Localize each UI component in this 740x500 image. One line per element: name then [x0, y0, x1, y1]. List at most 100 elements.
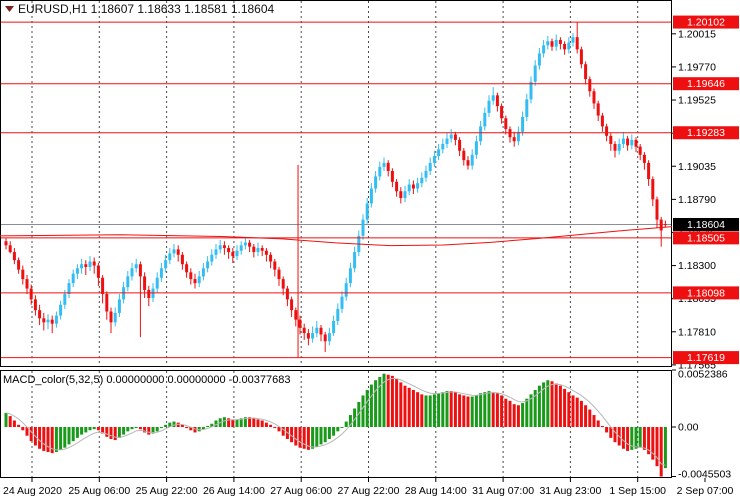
- macd-bar: [294, 427, 298, 446]
- candle-body: [138, 264, 142, 277]
- candle: [458, 137, 462, 157]
- candle-body: [626, 138, 630, 146]
- candle-body: [348, 268, 352, 284]
- macd-bar: [235, 419, 239, 427]
- candle-body: [416, 183, 420, 189]
- candle: [315, 320, 319, 338]
- candle-body: [12, 252, 16, 261]
- time-axis-label: 31 Aug 07:00: [472, 485, 534, 497]
- symbol-marker-icon[interactable]: [5, 6, 14, 12]
- candle-body: [344, 283, 348, 297]
- candle: [525, 93, 529, 121]
- candle-body: [189, 272, 193, 280]
- candle: [647, 160, 651, 186]
- macd-bar: [168, 422, 172, 427]
- macd-bar: [605, 427, 609, 433]
- candle-body: [659, 219, 663, 231]
- candle-body: [479, 126, 483, 142]
- macd-bar: [134, 427, 138, 428]
- candle: [235, 245, 239, 261]
- candle-body: [80, 264, 84, 269]
- macd-bar: [630, 427, 634, 450]
- price-level-badge-bg: [673, 15, 739, 29]
- macd-bar: [403, 385, 407, 427]
- macd-bar: [17, 424, 21, 427]
- candle-body: [462, 150, 466, 161]
- macd-bar: [29, 427, 33, 442]
- macd-bar: [109, 427, 113, 439]
- current-price-badge-bg: [673, 218, 739, 231]
- candle-body: [353, 252, 357, 269]
- candle: [340, 291, 344, 313]
- candle: [147, 285, 151, 307]
- candle-body: [269, 254, 273, 262]
- candle: [361, 214, 365, 240]
- candle-body: [193, 279, 197, 284]
- candle: [609, 133, 613, 151]
- candle-body: [579, 49, 583, 65]
- candle-body: [17, 260, 21, 270]
- candle-body: [369, 188, 373, 204]
- macd-bar: [248, 417, 252, 427]
- macd-pane[interactable]: [0, 370, 672, 478]
- candle: [613, 141, 617, 158]
- candle-body: [63, 293, 67, 305]
- candle: [8, 241, 12, 254]
- candle-body: [567, 42, 571, 50]
- candle-body: [33, 299, 37, 311]
- candle: [80, 258, 84, 274]
- macd-bar: [663, 427, 667, 469]
- macd-bar: [428, 395, 432, 427]
- candle-body: [600, 115, 604, 127]
- candle: [281, 276, 285, 296]
- candle: [332, 315, 336, 336]
- candle-body: [197, 276, 201, 284]
- candle-body: [29, 288, 33, 300]
- candle-body: [458, 139, 462, 151]
- candle: [500, 103, 504, 124]
- macd-bar: [243, 417, 247, 427]
- candle: [596, 100, 600, 121]
- macd-bar: [600, 425, 604, 427]
- candle-body: [596, 103, 600, 116]
- candle-body: [441, 143, 445, 150]
- macd-bar: [117, 427, 121, 438]
- time-axis-label: 28 Aug 14:00: [405, 485, 467, 497]
- macd-bar: [512, 404, 516, 427]
- candle: [420, 172, 424, 188]
- macd-bar: [525, 398, 529, 427]
- price-level-badge-bg: [673, 286, 739, 300]
- macd-bar: [92, 427, 96, 430]
- price-pane[interactable]: [0, 0, 673, 367]
- candle: [311, 326, 315, 343]
- candle: [54, 311, 58, 328]
- candle-body: [537, 53, 541, 66]
- candle-body: [248, 242, 252, 247]
- macd-bar: [453, 392, 457, 427]
- candle-body: [8, 245, 12, 253]
- candle: [159, 262, 163, 282]
- candle: [38, 304, 42, 326]
- candle: [231, 248, 235, 263]
- macd-bar: [621, 427, 625, 449]
- macd-bar: [365, 390, 369, 427]
- candle: [176, 245, 180, 262]
- candle-body: [395, 181, 399, 192]
- candle-body: [67, 283, 71, 294]
- macd-bar: [571, 395, 575, 427]
- macd-bar: [407, 387, 411, 427]
- macd-bar: [474, 395, 478, 427]
- macd-bar: [609, 427, 613, 438]
- macd-bar: [432, 394, 436, 427]
- price-level-badge-label: 1.20102: [687, 17, 725, 29]
- candle-body: [88, 261, 92, 267]
- candle: [193, 273, 197, 289]
- candle-body: [290, 299, 294, 311]
- candle-body: [201, 268, 205, 277]
- candle-body: [470, 154, 474, 166]
- candle-body: [147, 289, 151, 299]
- candle-body: [592, 91, 596, 104]
- macd-bar: [563, 388, 567, 427]
